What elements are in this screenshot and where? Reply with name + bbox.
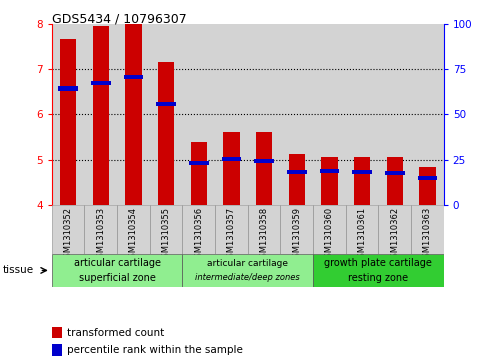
Bar <box>58 86 78 90</box>
Bar <box>247 205 281 254</box>
Bar <box>189 161 209 166</box>
Bar <box>191 142 207 205</box>
Bar <box>117 24 150 205</box>
Text: GSM1310355: GSM1310355 <box>162 207 171 262</box>
Bar <box>182 205 215 254</box>
Bar <box>215 24 247 205</box>
Text: GSM1310359: GSM1310359 <box>292 207 301 262</box>
Bar <box>91 81 110 85</box>
Bar <box>52 205 84 254</box>
Bar <box>254 159 274 163</box>
Text: tissue: tissue <box>2 265 34 276</box>
Bar <box>182 24 215 205</box>
Bar <box>60 38 76 205</box>
Bar <box>281 205 313 254</box>
Bar <box>52 327 62 338</box>
Bar <box>313 254 444 287</box>
Bar <box>411 24 444 205</box>
Bar <box>215 205 247 254</box>
Text: transformed count: transformed count <box>68 327 165 338</box>
Bar <box>124 75 143 79</box>
Bar <box>222 157 241 161</box>
Text: percentile rank within the sample: percentile rank within the sample <box>68 345 244 355</box>
Bar <box>287 170 307 175</box>
Bar <box>158 62 174 205</box>
Bar <box>150 205 182 254</box>
Bar <box>352 170 372 175</box>
Text: articular cartilage: articular cartilage <box>207 259 288 268</box>
Bar <box>313 205 346 254</box>
Text: growth plate cartilage: growth plate cartilage <box>324 258 432 268</box>
Bar <box>418 176 437 180</box>
Bar <box>117 205 150 254</box>
Bar <box>93 26 109 205</box>
Bar <box>419 167 435 205</box>
Bar <box>150 24 182 205</box>
Bar <box>378 205 411 254</box>
Text: intermediate/deep zones: intermediate/deep zones <box>195 273 300 282</box>
Bar <box>52 254 182 287</box>
Bar <box>281 24 313 205</box>
Text: GSM1310362: GSM1310362 <box>390 207 399 263</box>
Bar <box>256 132 272 205</box>
Bar <box>346 205 378 254</box>
Bar <box>387 158 403 205</box>
Bar <box>52 24 84 205</box>
Bar <box>84 24 117 205</box>
Text: superficial zone: superficial zone <box>79 273 155 283</box>
Text: GSM1310361: GSM1310361 <box>357 207 367 263</box>
Text: articular cartilage: articular cartilage <box>73 258 161 268</box>
Bar <box>125 23 141 205</box>
Text: resting zone: resting zone <box>349 273 408 283</box>
Bar <box>182 254 313 287</box>
Bar <box>378 24 411 205</box>
Bar <box>247 24 281 205</box>
Bar <box>52 344 62 356</box>
Text: GSM1310357: GSM1310357 <box>227 207 236 263</box>
Text: GSM1310360: GSM1310360 <box>325 207 334 263</box>
Bar <box>346 24 378 205</box>
Bar <box>313 24 346 205</box>
Bar <box>84 205 117 254</box>
Text: GSM1310354: GSM1310354 <box>129 207 138 262</box>
Text: GDS5434 / 10796307: GDS5434 / 10796307 <box>52 13 186 26</box>
Text: GSM1310356: GSM1310356 <box>194 207 203 263</box>
Bar <box>411 205 444 254</box>
Text: GSM1310363: GSM1310363 <box>423 207 432 263</box>
Bar <box>156 102 176 106</box>
Bar <box>288 154 305 205</box>
Bar <box>321 158 338 205</box>
Bar <box>319 169 339 173</box>
Bar <box>223 131 240 205</box>
Text: GSM1310358: GSM1310358 <box>259 207 269 263</box>
Bar <box>354 158 370 205</box>
Bar <box>385 171 404 175</box>
Text: GSM1310353: GSM1310353 <box>96 207 106 263</box>
Text: GSM1310352: GSM1310352 <box>64 207 72 262</box>
